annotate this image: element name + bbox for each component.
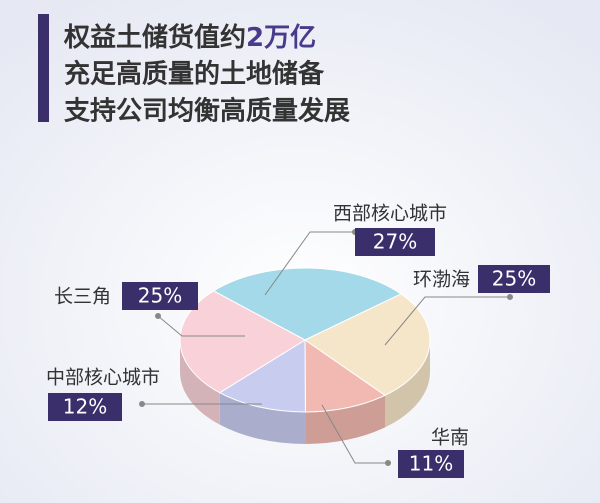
title-line: 支持公司均衡高质量发展 (64, 96, 350, 127)
value-box (122, 282, 198, 310)
category-label: 西部核心城市 (333, 203, 447, 225)
value-box (478, 265, 550, 293)
category-label: 环渤海 (413, 269, 470, 291)
slice (304, 339, 387, 413)
leader-dot (155, 313, 161, 319)
slice-side (219, 392, 306, 445)
slice (218, 339, 306, 413)
title-bar (38, 14, 49, 122)
leader-dot (507, 294, 513, 300)
pie (179, 267, 431, 445)
category-label: 华南 (431, 427, 469, 449)
title-line: 充足高质量的土地储备 (64, 59, 325, 90)
leader-line (384, 296, 510, 346)
category-label: 长三角 (54, 286, 111, 308)
value-label: 25% (138, 284, 182, 308)
leader-line (264, 231, 355, 296)
category-label: 中部核心城市 (46, 367, 160, 389)
value-box (48, 393, 122, 421)
leader-dot (139, 401, 145, 407)
title-line: 权益土储货值约2万亿 (63, 22, 316, 53)
value-label: 25% (492, 267, 536, 291)
slice-side (385, 340, 430, 428)
value-label: 12% (63, 395, 107, 419)
value-box (355, 228, 435, 256)
slice-side (180, 340, 220, 425)
slice (212, 267, 403, 341)
leader-line (157, 315, 245, 337)
slice (179, 290, 307, 394)
slice (304, 293, 431, 396)
labels: 西部核心城市 27% 环渤海 25% 华南 11% 中部核心城市 12% 长三角 25% (46, 203, 550, 478)
title-highlight: 2万亿 (246, 23, 316, 53)
leader-line (321, 404, 388, 464)
value-label: 27% (373, 230, 417, 254)
leader-dot (385, 460, 391, 466)
value-box (398, 450, 464, 478)
slice-side (305, 395, 386, 444)
value-label: 11% (409, 452, 453, 476)
title-text: 权益土储货值约 (63, 22, 246, 53)
